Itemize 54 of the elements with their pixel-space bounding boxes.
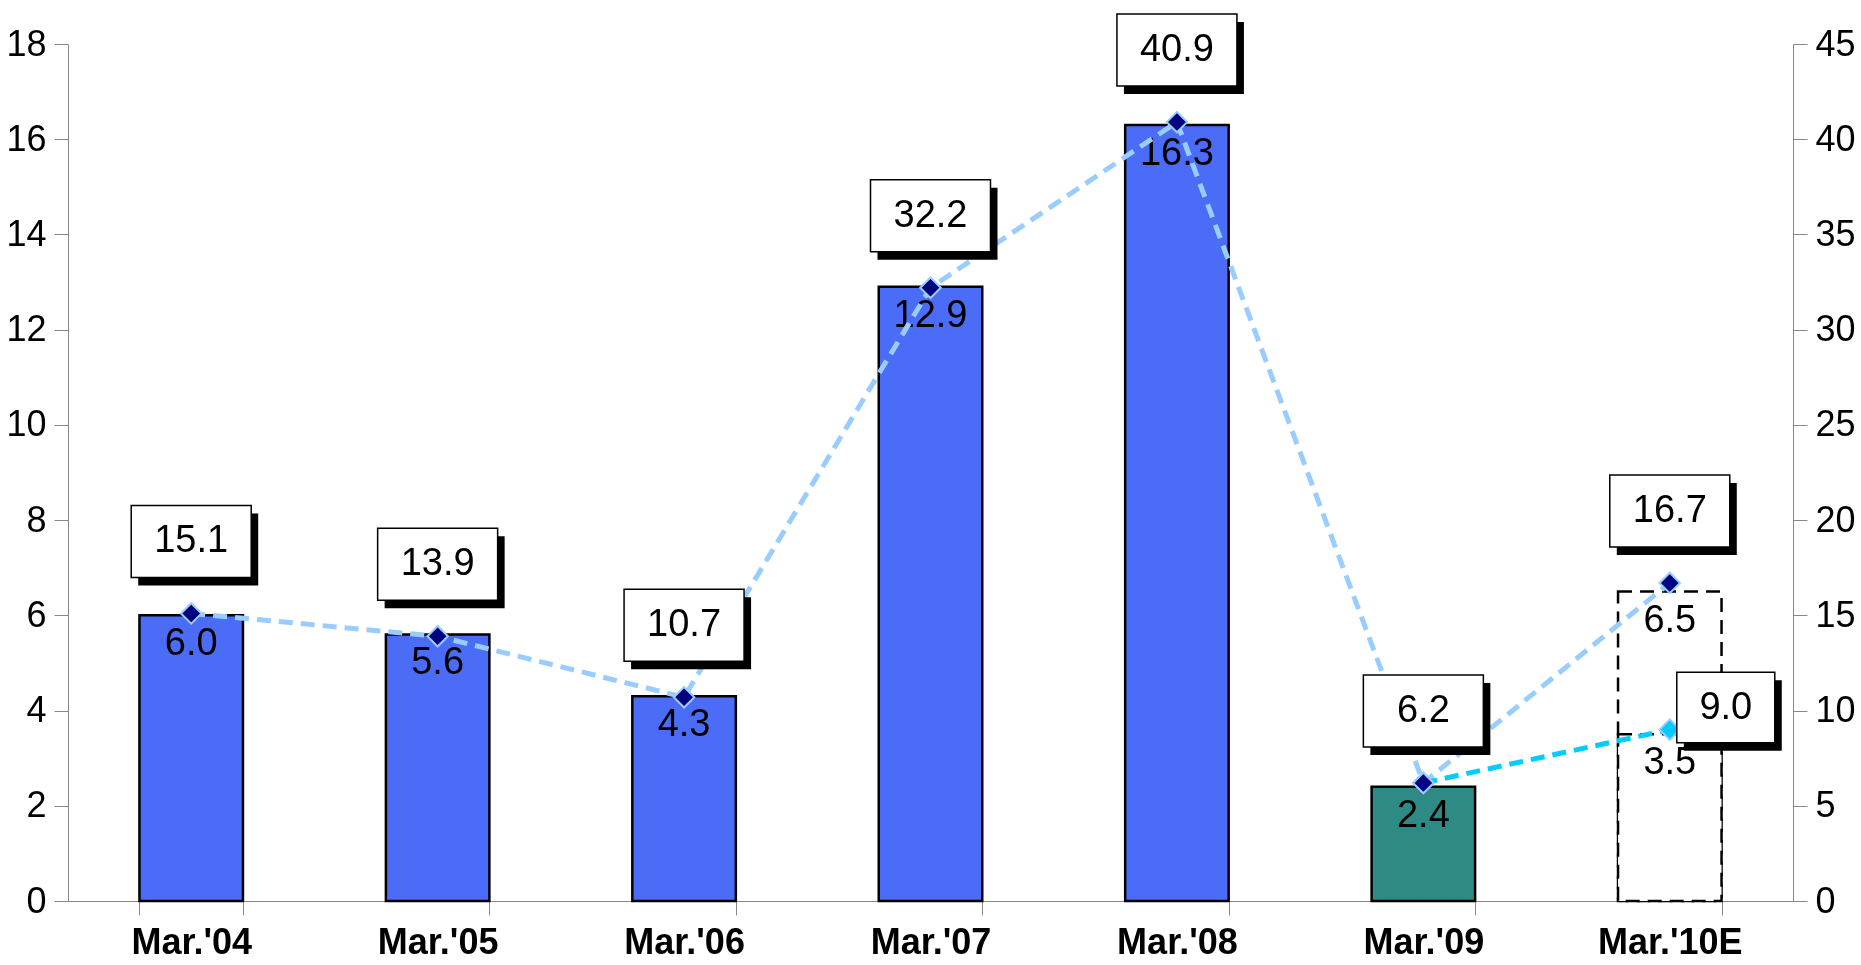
data-label: 10.7: [647, 602, 722, 645]
y2-tick-label: 10: [1815, 689, 1856, 731]
y2-tick-label: 40: [1815, 117, 1856, 159]
data-label: 5.6: [411, 640, 465, 683]
point: [919, 276, 942, 300]
y2-tick-label: 30: [1815, 308, 1856, 350]
x-tick-label: Mar.'05: [377, 920, 499, 962]
data-label: 16.7: [1632, 487, 1707, 530]
point: [179, 602, 203, 625]
y2-tick-label: 20: [1815, 498, 1856, 540]
bar: [384, 633, 491, 903]
data-label: 40.9: [1139, 27, 1214, 70]
x-tick-label: Mar.'07: [870, 920, 992, 962]
x-tick-label: Mar.'09: [1363, 920, 1485, 962]
y2-tick-label: 0: [1815, 879, 1836, 921]
y-tick-label: 16: [6, 117, 47, 159]
point: [1165, 110, 1189, 134]
data-label: 16.3: [1139, 130, 1214, 173]
y-tick-label: 8: [26, 498, 47, 540]
point: [426, 625, 449, 648]
point: [672, 685, 696, 709]
bar: [138, 614, 245, 903]
bar: [877, 285, 984, 903]
data-label: 4.3: [657, 702, 711, 745]
x-tick-label: Mar.'06: [624, 920, 745, 962]
x-tick-label: Mar.'04: [131, 920, 253, 962]
y-tick-label: 4: [26, 689, 47, 731]
y2-tick-label: 45: [1815, 22, 1856, 64]
point: [1658, 571, 1682, 595]
y-tick-label: 2: [26, 784, 47, 826]
data-label: 12.9: [893, 292, 968, 335]
bar: [1370, 785, 1477, 903]
y-tick-label: 12: [6, 308, 47, 350]
y-tick-label: 0: [26, 879, 47, 921]
y-tick-label: 10: [6, 403, 47, 445]
y2-tick-label: 5: [1815, 784, 1836, 826]
data-label: 15.1: [154, 518, 229, 561]
y-tick-label: 18: [6, 22, 47, 64]
y-tick-label: 6: [26, 593, 47, 635]
x-tick-label: Mar.'10E: [1597, 920, 1743, 962]
y2-tick-label: 25: [1815, 403, 1856, 445]
bar: [631, 695, 738, 903]
data-label: 9.0: [1699, 684, 1753, 727]
data-label: 6.2: [1396, 687, 1450, 730]
data-label: 32.2: [893, 192, 968, 235]
y2-tick-label: 15: [1815, 593, 1856, 635]
y2-tick-label: 35: [1815, 212, 1856, 254]
bar: [1123, 123, 1230, 903]
data-label: 2.4: [1396, 792, 1450, 835]
data-label: 6.0: [164, 621, 218, 664]
data-label: 13.9: [400, 541, 475, 584]
y-tick-label: 14: [6, 212, 47, 254]
x-tick-label: Mar.'08: [1117, 920, 1238, 962]
data-label: 6.5: [1643, 597, 1697, 640]
